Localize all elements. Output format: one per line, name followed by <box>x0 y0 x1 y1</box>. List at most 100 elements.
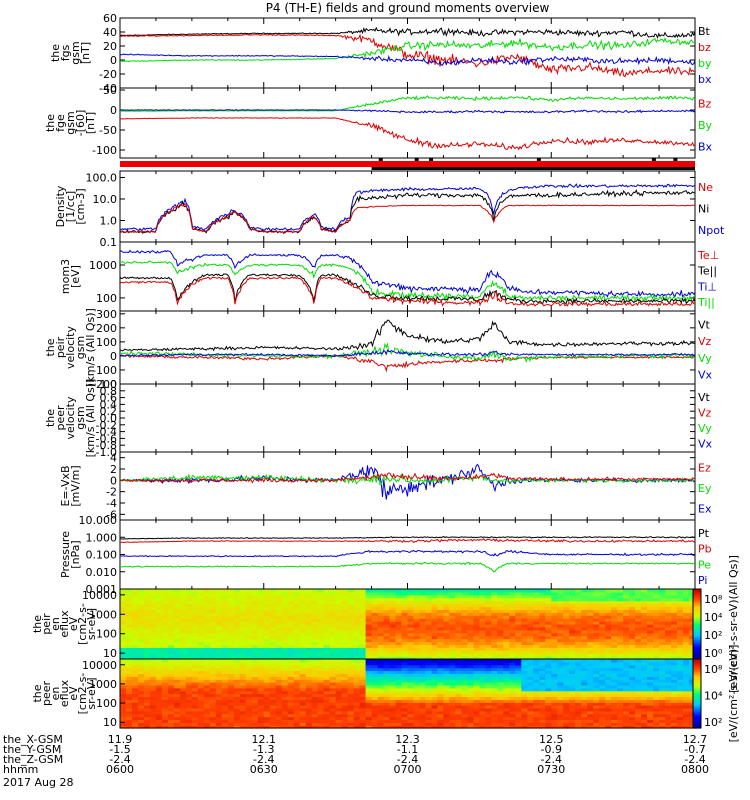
spectrogram-cell <box>455 653 462 657</box>
spectrogram-cell <box>395 621 403 625</box>
ytick-label: 2 <box>110 463 117 476</box>
spectrogram-cell <box>569 650 576 654</box>
spectrogram-cell <box>587 594 594 599</box>
spectrogram-cell <box>419 632 427 637</box>
spectrogram-cell <box>617 659 624 663</box>
spectrogram-cell <box>275 710 283 715</box>
spectrogram-cell <box>257 629 265 634</box>
spectrogram-cell <box>281 659 289 663</box>
spectrogram-cell <box>677 589 684 593</box>
spectrogram-cell <box>527 632 534 637</box>
spectrogram-cell <box>233 594 241 599</box>
spectrogram-cell <box>305 589 313 593</box>
spectrogram-cell <box>575 722 582 726</box>
spectrogram-cell <box>347 690 355 695</box>
spectrogram-cell <box>479 696 486 700</box>
spectrogram-cell <box>359 676 367 680</box>
spectrogram-cell <box>539 612 546 616</box>
spectrogram-cell <box>221 716 229 720</box>
spectrogram-cell <box>149 612 157 616</box>
spectrogram-cell <box>185 635 193 640</box>
spectrogram-cell <box>347 597 355 602</box>
spectrogram-cell <box>443 679 450 683</box>
spectrogram-cell <box>653 656 660 660</box>
spectrogram-cell <box>551 664 558 669</box>
spectrogram-cell <box>653 609 660 613</box>
colorbar-cell <box>693 617 701 620</box>
spectrogram-cell <box>144 589 151 593</box>
ytick-label: 1000 <box>89 259 117 272</box>
spectrogram-cell <box>167 638 175 643</box>
spectrogram-cell <box>138 626 145 631</box>
spectrogram-cell <box>473 690 480 695</box>
spectrogram-cell <box>593 624 600 628</box>
spectrogram-cell <box>551 656 558 660</box>
spectrogram-cell <box>389 647 397 651</box>
spectrogram-cell <box>359 618 367 622</box>
spectrogram-cell <box>461 638 468 643</box>
spectrogram-cell <box>305 687 313 692</box>
spectrogram-cell <box>173 612 181 616</box>
spectrogram-cell <box>425 664 433 669</box>
spectrogram-cell <box>251 603 259 608</box>
spectrogram-cell <box>401 687 409 692</box>
spectrogram-cell <box>677 635 684 640</box>
spectrogram-cell <box>653 629 660 634</box>
spectrogram-cell <box>563 690 570 695</box>
spectrogram-cell <box>311 693 319 697</box>
spectrogram-cell <box>545 693 552 697</box>
spectrogram-cell <box>287 693 295 697</box>
spectrogram-cell <box>605 624 612 628</box>
spectrogram-cell <box>323 624 331 628</box>
spectrogram-cell <box>515 635 522 640</box>
spectrogram-cell <box>467 597 474 602</box>
spectrogram-cell <box>287 710 295 715</box>
legend-entry: Ne <box>698 181 713 194</box>
spectrogram-cell <box>317 624 325 628</box>
spectrogram-cell <box>533 626 540 631</box>
spectrogram-cell <box>203 679 211 683</box>
spectrogram-cell <box>455 670 462 674</box>
spectrogram-cell <box>281 597 289 602</box>
spectrogram-cell <box>275 725 283 729</box>
spectrogram-cell <box>365 629 373 634</box>
spectrogram-cell <box>329 722 337 726</box>
spectrogram-cell <box>413 699 421 703</box>
spectrogram-cell <box>635 676 642 680</box>
spectrogram-cell <box>287 667 295 672</box>
spectrogram-cell <box>126 632 133 637</box>
spectrogram-cell <box>401 710 409 715</box>
spectrogram-cell <box>245 707 253 712</box>
spectrogram-cell <box>329 673 337 677</box>
spectrogram-cell <box>491 725 498 729</box>
spectrogram-cell <box>521 632 528 637</box>
spectrogram-cell <box>155 626 163 631</box>
spectrogram-cell <box>132 638 139 643</box>
spectrogram-cell <box>335 656 343 660</box>
spectrogram-cell <box>179 702 187 706</box>
spectrogram-cell <box>335 635 343 640</box>
spectrogram-cell <box>251 632 259 637</box>
spectrogram-cell <box>617 696 624 700</box>
spectrogram-cell <box>557 638 564 643</box>
spectrogram-cell <box>167 618 175 622</box>
series-line <box>120 273 695 306</box>
spectrogram-cell <box>443 659 450 663</box>
spectrogram-cell <box>359 615 367 619</box>
spectrogram-cell <box>599 719 606 723</box>
spectrogram-cell <box>203 661 211 666</box>
spectrogram-cell <box>497 722 504 726</box>
spectrogram-cell <box>575 713 582 718</box>
spectrogram-cell <box>425 624 433 628</box>
spectrogram-cell <box>209 705 217 709</box>
spectrogram-cell <box>365 684 373 689</box>
spectrogram-cell <box>377 594 385 599</box>
spectrogram-cell <box>503 591 510 596</box>
spectrogram-cell <box>533 670 540 674</box>
spectrogram-cell <box>359 626 367 631</box>
spectrogram-cell <box>521 600 528 605</box>
spectrogram-cell <box>455 609 462 613</box>
spectrogram-cell <box>503 716 510 720</box>
spectrogram-cell <box>683 635 690 640</box>
spectrogram-cell <box>341 606 349 610</box>
